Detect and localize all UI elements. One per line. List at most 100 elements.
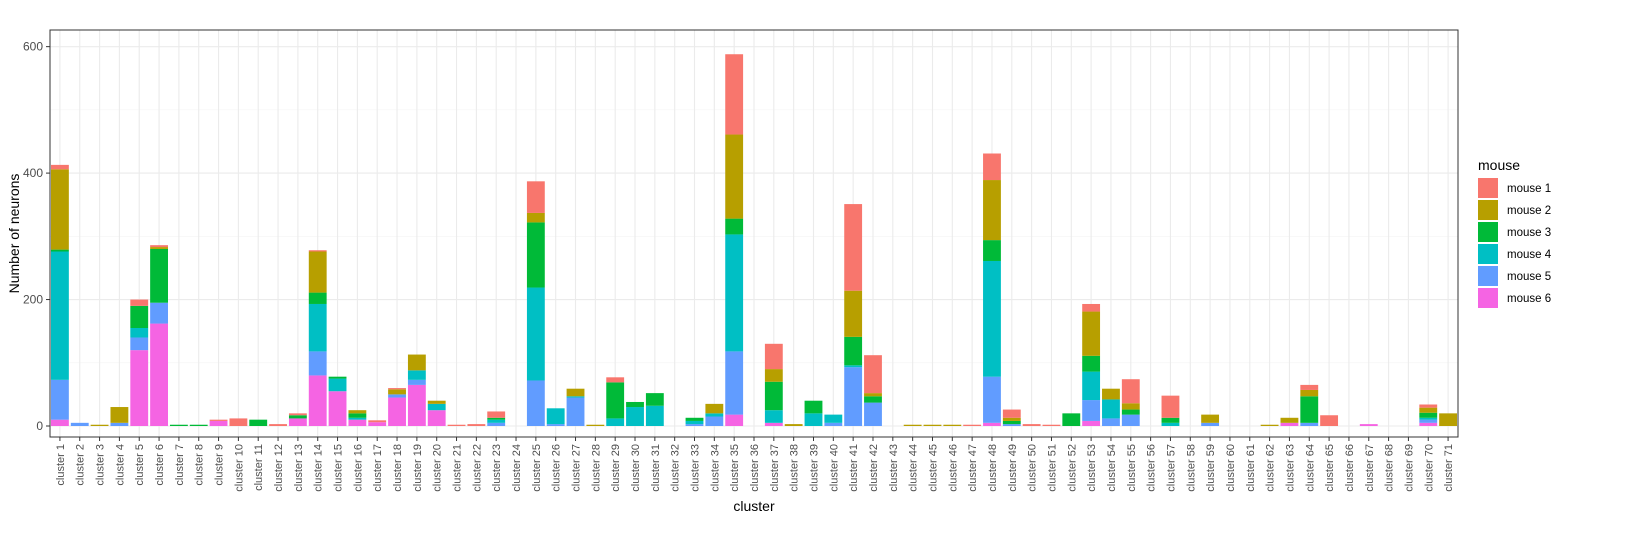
bar-segment: mouse 6: 120 — [130, 350, 149, 426]
x-tick-label: cluster 54 — [1106, 444, 1118, 492]
bar-segment: mouse 4: 5 — [685, 420, 704, 425]
bars: mouse 6: 10mouse 5: 63mouse 4: 203mouse … — [50, 54, 1458, 426]
bar-segment: mouse 4: 45 — [1082, 371, 1101, 401]
bar-segment: mouse 2: 65 — [308, 251, 327, 293]
bar-segment: mouse 1: 3 — [150, 245, 168, 248]
bar-segment: mouse 2: 15 — [705, 403, 724, 414]
bar-segment: mouse 1: 38 — [1121, 379, 1140, 404]
x-tick-label: cluster 31 — [650, 444, 662, 492]
x-tick-label: cluster 53 — [1086, 444, 1098, 492]
x-tick-label: cluster 39 — [808, 444, 820, 492]
bar-segment: mouse 2: 25 — [407, 354, 426, 371]
bar-segment: mouse 1: 3 — [269, 424, 287, 426]
bar-segment: mouse 5: 63 — [50, 379, 69, 420]
legend-label: mouse 1 — [1507, 183, 1551, 195]
bar-segment: mouse 4: 5 — [487, 419, 506, 423]
bar-segment: mouse 4: 3 — [348, 417, 367, 420]
x-tick-label: cluster 23 — [491, 444, 503, 492]
bar-segment: mouse 3: 42 — [1300, 396, 1319, 423]
x-tick-label: cluster 19 — [412, 444, 424, 492]
bar-segment: mouse 3: 25 — [725, 218, 744, 235]
bar-segment: mouse 6: 6 — [368, 422, 387, 426]
bar-segment: mouse 3: 8 — [626, 401, 644, 408]
bar-segment: mouse 3: 10 — [249, 419, 268, 426]
bar-segment: mouse 5: 5 — [824, 422, 843, 426]
x-tick-label: cluster 45 — [927, 444, 939, 492]
bar-segment: mouse 4: 2 — [566, 396, 585, 398]
bar-segment: mouse 4: 15 — [130, 328, 149, 338]
x-tick-label: cluster 57 — [1165, 444, 1177, 492]
bar-segment: mouse 3: 57 — [606, 382, 625, 419]
bar-segment: mouse 5: 5 — [1419, 419, 1438, 423]
bar-segment: mouse 4: 13 — [824, 414, 843, 423]
y-axis-ticks: 0 200 400 600 — [23, 40, 50, 433]
bar-segment: mouse 6: 5 — [764, 422, 783, 426]
x-tick-label: cluster 50 — [1027, 444, 1039, 492]
x-tick-label: cluster 29 — [610, 444, 622, 492]
x-tick-label: cluster 10 — [233, 444, 245, 492]
bar-segment: mouse 2: 13 — [1201, 414, 1220, 423]
bar-segment: mouse 5: 12 — [1102, 418, 1120, 426]
bar-segment: mouse 2: 8 — [388, 389, 406, 395]
bar-segment: mouse 2: 2 — [1260, 424, 1279, 426]
bar-segment: mouse 4: 5 — [1161, 422, 1180, 426]
bar-segment: mouse 4: 32 — [645, 405, 664, 426]
bar-segment: mouse 3: 45 — [764, 381, 783, 411]
x-tick-label: cluster 52 — [1066, 444, 1078, 492]
bar-segment: mouse 1: 2 — [1042, 424, 1061, 426]
bar-segment: mouse 3: 10 — [864, 396, 882, 403]
bar-segment: mouse 6: 18 — [725, 414, 744, 426]
bar-segment: mouse 6: 10 — [50, 419, 69, 426]
bar-segment: mouse 1: 17 — [1320, 415, 1339, 426]
x-tick-label: cluster 46 — [947, 444, 959, 492]
legend-key — [1478, 244, 1498, 264]
bar-segment: mouse 1: 2 — [308, 250, 327, 252]
x-tick-label: cluster 6 — [154, 444, 166, 486]
bar-segment: mouse 5: 72 — [526, 380, 545, 426]
bar-segment: mouse 3: 5 — [685, 417, 704, 421]
x-tick-label: cluster 1 — [55, 444, 67, 486]
bar-segment: mouse 3: 20 — [1062, 413, 1081, 426]
bar-segment: mouse 2: 2 — [90, 424, 109, 426]
bar-segment: mouse 2: 2 — [903, 424, 922, 426]
bar-segment: mouse 2: 25 — [110, 407, 129, 423]
x-tick-label: cluster 26 — [551, 444, 563, 492]
bar-segment: mouse 6: 80 — [308, 375, 327, 426]
x-tick-label: cluster 11 — [253, 444, 265, 491]
x-tick-label: cluster 25 — [531, 444, 543, 492]
bar-segment: mouse 1: 2 — [388, 388, 406, 390]
legend-title: mouse — [1478, 157, 1520, 173]
bar-segment: mouse 6: 65 — [407, 384, 426, 426]
x-tick-label: cluster 48 — [987, 444, 999, 492]
bar-segment: mouse 3: 2 — [189, 424, 208, 426]
bar-segment: mouse 3: 45 — [844, 336, 863, 366]
bar-segment: mouse 3: 20 — [645, 393, 664, 406]
x-axis-ticks: cluster 1 cluster 2 cluster 3 cluster 4 clus… — [55, 437, 1455, 492]
x-tick-label: cluster 7 — [174, 444, 186, 486]
bar-segment: mouse 2: 5 — [864, 393, 882, 397]
bar-segment: mouse 4: 12 — [606, 418, 625, 426]
bar-segment: mouse 2: 8 — [1280, 417, 1299, 423]
x-tick-label: cluster 12 — [273, 444, 285, 492]
bar-segment: mouse 2: 2 — [923, 424, 942, 426]
bar-segment: mouse 5: 15 — [705, 416, 724, 426]
bar-segment: mouse 6: 5 — [1280, 422, 1299, 426]
bar-segment: mouse 6: 162 — [150, 323, 168, 426]
x-tick-label: cluster 15 — [333, 444, 345, 492]
legend-key — [1478, 178, 1498, 198]
bar-segment: mouse 5: 18 — [1121, 414, 1140, 426]
x-tick-label: cluster 3 — [95, 444, 107, 486]
bar-segment: mouse 6: 45 — [388, 397, 406, 426]
bar-segment: mouse 3: 35 — [130, 305, 149, 328]
bar-segment: mouse 3: 8 — [1419, 412, 1438, 418]
x-tick-label: cluster 40 — [828, 444, 840, 492]
bar-segment: mouse 4: 30 — [626, 407, 644, 426]
bar-segment: mouse 2: 2 — [943, 424, 962, 426]
x-tick-label: cluster 36 — [749, 444, 761, 492]
bar-segment: mouse 1: 12 — [229, 418, 248, 426]
bar-segment: mouse 3: 33 — [983, 240, 1001, 261]
x-tick-label: cluster 70 — [1423, 444, 1435, 492]
bar-segment: mouse 4: 25 — [546, 408, 565, 425]
x-axis-title: cluster — [733, 498, 775, 514]
x-tick-label: cluster 65 — [1324, 444, 1336, 492]
